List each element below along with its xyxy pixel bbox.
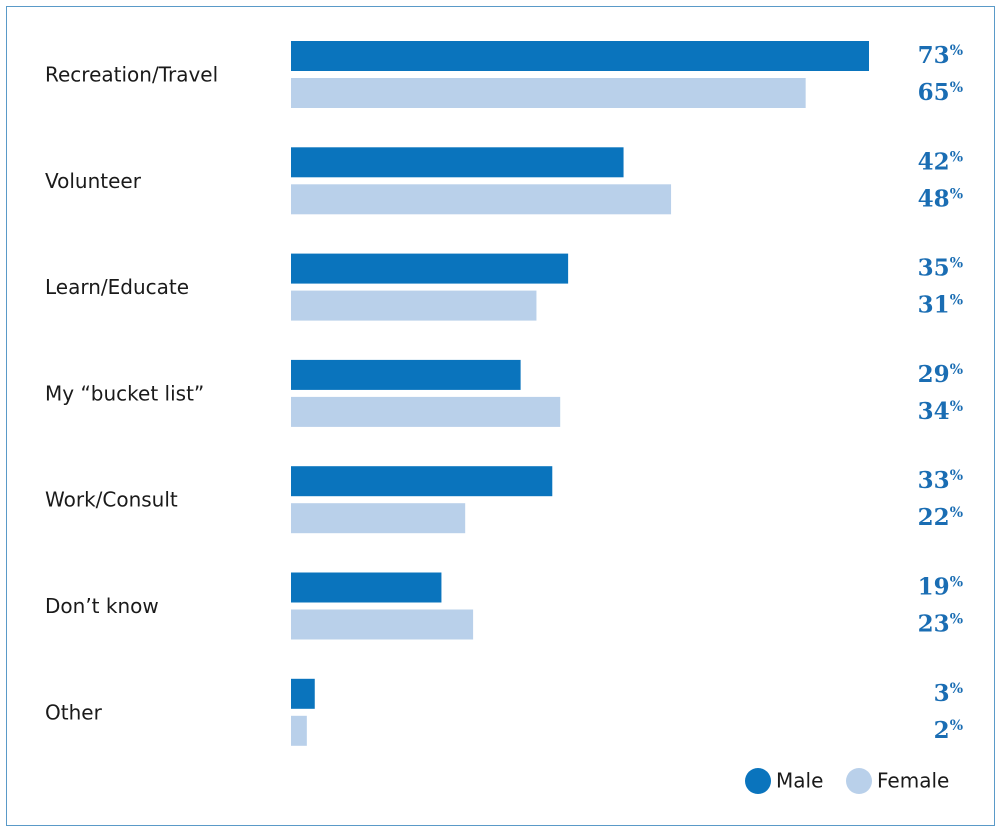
bar-male: [291, 678, 315, 709]
value-label-female: 65%: [918, 79, 963, 106]
bar-female: [291, 396, 561, 427]
bar-female: [291, 503, 466, 534]
value-label-female: 48%: [918, 185, 963, 212]
category-group-recreation-travel: Recreation/Travel 73% 65%: [45, 41, 963, 108]
chart-frame: Recreation/Travel 73% 65% Volunteer 42% 48% Le…: [6, 6, 995, 826]
bar-female: [291, 715, 307, 746]
value-label-male: 3%: [934, 680, 963, 707]
value-label-male: 33%: [918, 467, 963, 494]
legend-swatch-female: [846, 768, 872, 794]
category-label: My “bucket list”: [45, 381, 204, 405]
bar-male: [291, 466, 553, 497]
bar-male: [291, 253, 569, 284]
category-label: Recreation/Travel: [45, 63, 218, 87]
value-label-female: 34%: [918, 398, 963, 425]
bar-female: [291, 290, 537, 321]
bar-female: [291, 184, 672, 215]
bar-male: [291, 41, 869, 71]
bar-chart: Recreation/Travel 73% 65% Volunteer 42% 48% Le…: [45, 41, 963, 794]
bar-male: [291, 572, 442, 603]
legend-label-male: Male: [776, 769, 823, 793]
bar-male: [291, 147, 624, 178]
bar-male: [291, 359, 521, 390]
legend-swatch-male: [745, 768, 771, 794]
category-label: Volunteer: [45, 169, 142, 193]
value-label-female: 22%: [918, 504, 963, 531]
value-label-female: 31%: [918, 292, 963, 319]
value-label-male: 73%: [918, 42, 963, 69]
legend-label-female: Female: [877, 769, 949, 793]
value-label-male: 29%: [918, 361, 963, 388]
value-label-male: 35%: [918, 255, 963, 282]
bar-female: [291, 78, 806, 108]
category-group-my-bucket-list: My “bucket list” 29% 34%: [45, 359, 963, 427]
category-group-don-t-know: Don’t know 19% 23%: [45, 572, 963, 640]
category-group-other: Other 3% 2%: [45, 678, 963, 746]
category-label: Work/Consult: [45, 488, 178, 512]
value-label-male: 42%: [918, 148, 963, 175]
category-group-volunteer: Volunteer 42% 48%: [45, 147, 963, 215]
category-label: Other: [45, 700, 103, 724]
category-label: Learn/Educate: [45, 275, 189, 299]
value-label-male: 19%: [918, 574, 963, 601]
category-group-work-consult: Work/Consult 33% 22%: [45, 466, 963, 534]
category-group-learn-educate: Learn/Educate 35% 31%: [45, 253, 963, 321]
category-label: Don’t know: [45, 594, 159, 618]
legend: Male Female: [745, 768, 949, 794]
bar-female: [291, 609, 474, 640]
value-label-female: 23%: [918, 611, 963, 638]
value-label-female: 2%: [934, 717, 963, 744]
